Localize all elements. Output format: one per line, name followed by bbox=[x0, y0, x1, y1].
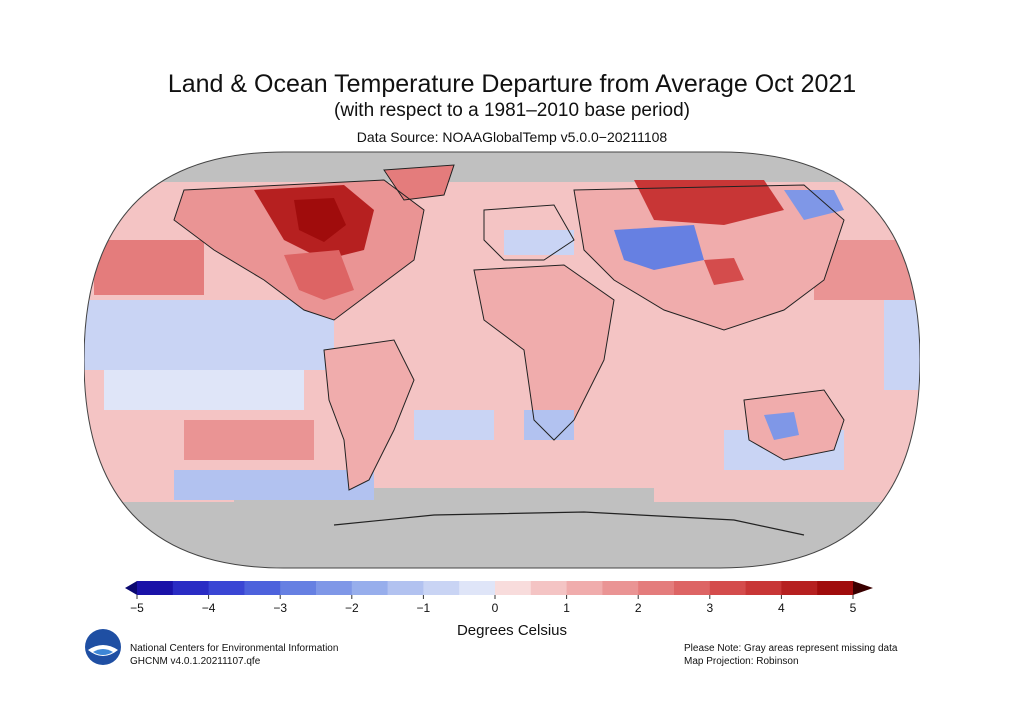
south-pacific-warm bbox=[184, 420, 314, 460]
colorbar-cell bbox=[280, 581, 317, 595]
east-siberia-cool bbox=[784, 190, 844, 220]
colorbar-tick-label: −2 bbox=[345, 601, 359, 615]
eastern-usa-heat bbox=[284, 250, 354, 300]
antarctica-coast bbox=[333, 511, 805, 536]
colorbar-tick-label: 3 bbox=[706, 601, 713, 615]
colorbar-cell bbox=[208, 581, 245, 595]
colorbar-tick-label: 2 bbox=[635, 601, 642, 615]
northern-russia-heat bbox=[634, 180, 784, 225]
china-heat bbox=[704, 258, 744, 285]
colorbar-cell bbox=[602, 581, 639, 595]
north-pacific-warm bbox=[94, 240, 204, 295]
footer-left: National Centers for Environmental Infor… bbox=[130, 642, 338, 668]
missing-data-note: Please Note: Gray areas represent missin… bbox=[684, 643, 898, 654]
colorbar-left-arrow bbox=[125, 581, 137, 595]
globe-outline bbox=[84, 151, 920, 569]
colorbar-cell bbox=[351, 581, 389, 595]
colorbar-cell bbox=[709, 581, 747, 595]
colorbar-cell bbox=[530, 581, 568, 595]
colorbar-cell bbox=[495, 581, 532, 595]
colorbar-cell bbox=[172, 581, 210, 595]
south-atlantic-cool bbox=[414, 410, 494, 440]
arctic-missing bbox=[84, 152, 920, 182]
colorbar-tick-label: 5 bbox=[850, 601, 857, 615]
australia-cool bbox=[764, 412, 799, 440]
map-subtitle: (with respect to a 1981–2010 base period… bbox=[334, 100, 690, 121]
projection-note: Map Projection: Robinson bbox=[684, 656, 799, 667]
colorbar-tick-label: −5 bbox=[130, 601, 144, 615]
coastlines bbox=[173, 164, 845, 491]
colorbar-cell bbox=[316, 581, 353, 595]
antarctic-missing bbox=[84, 502, 920, 568]
south-pacific-cool bbox=[174, 470, 374, 500]
org-line: National Centers for Environmental Infor… bbox=[130, 643, 339, 654]
colorbar-cell bbox=[423, 581, 460, 595]
noaa-logo bbox=[85, 629, 121, 665]
colorbar-cell bbox=[745, 581, 782, 595]
hudson-bay-heat bbox=[294, 198, 346, 242]
east-pacific-cool bbox=[84, 300, 334, 370]
africa-land bbox=[474, 265, 614, 440]
asia-land bbox=[574, 185, 844, 330]
greenland-land bbox=[384, 165, 454, 200]
colorbar-tick-label: −1 bbox=[417, 601, 431, 615]
south-america-land bbox=[324, 340, 414, 490]
file-line: GHCNM v4.0.1.20211107.qfe bbox=[130, 656, 261, 667]
colorbar-cell bbox=[638, 581, 675, 595]
colorbar-tick-label: 1 bbox=[563, 601, 570, 615]
colorbar-cell bbox=[817, 581, 854, 595]
footer-right: Please Note: Gray areas represent missin… bbox=[684, 642, 897, 668]
central-asia-cold bbox=[614, 225, 704, 270]
west-pacific-cool bbox=[884, 300, 920, 390]
map-title: Land & Ocean Temperature Departure from … bbox=[167, 70, 857, 98]
colorbar-cell bbox=[674, 581, 711, 595]
data-source: Data Source: NOAAGlobalTemp v5.0.0−20211… bbox=[356, 129, 668, 145]
colorbar-cell bbox=[387, 581, 424, 595]
colorbar-tick-label: 4 bbox=[778, 601, 785, 615]
tropical-pacific-cool bbox=[104, 370, 304, 410]
colorbar: −5 −4 −3 −2 −1 0 1 2 3 4 5 bbox=[125, 581, 873, 615]
colorbar-tick-label: −4 bbox=[202, 601, 216, 615]
colorbar-cell bbox=[137, 581, 174, 595]
colorbar-cell bbox=[566, 581, 603, 595]
colorbar-cell bbox=[244, 581, 281, 595]
colorbar-tick-label: 0 bbox=[492, 601, 499, 615]
colorbar-cell bbox=[459, 581, 496, 595]
colorbar-label: Degrees Celsius bbox=[456, 622, 568, 639]
colorbar-cell bbox=[781, 581, 818, 595]
colorbar-tick-label: −3 bbox=[273, 601, 287, 615]
temperature-anomaly-map bbox=[84, 151, 920, 569]
eastern-europe-cool bbox=[504, 230, 574, 255]
colorbar-right-arrow bbox=[853, 581, 873, 595]
